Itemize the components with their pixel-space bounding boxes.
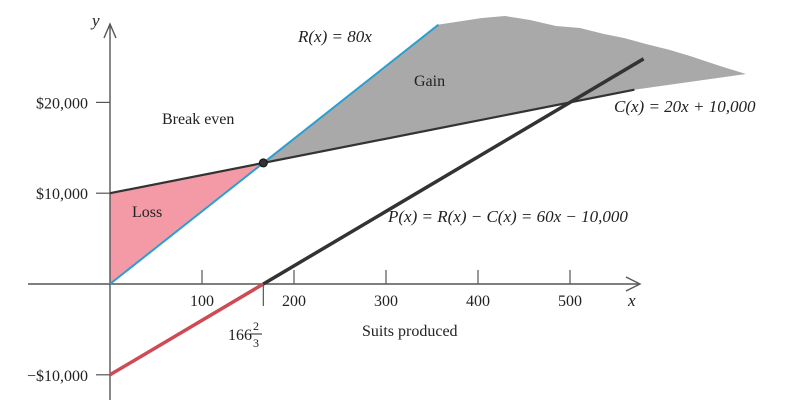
break-even-x-denominator: 3 — [253, 336, 259, 350]
revenue-line — [109, 23, 440, 285]
y-tick-label: −$10,000 — [27, 368, 88, 385]
break-even-x-whole: 166 — [228, 327, 252, 344]
y-tick-label: $10,000 — [36, 186, 88, 203]
x-tick-label: 100 — [190, 293, 214, 310]
x-tick-label: 200 — [282, 293, 306, 310]
y-axis-label: y — [90, 11, 100, 30]
y-ticks: $20,000 $10,000 −$10,000 — [27, 95, 110, 385]
x-tick-label: 500 — [558, 293, 582, 310]
gain-region-label: Gain — [414, 73, 445, 90]
gain-region — [263, 16, 746, 163]
x-axis-caption: Suits produced — [362, 323, 458, 340]
loss-region-label: Loss — [132, 204, 162, 221]
x-axis-arrow — [625, 276, 642, 292]
profit-line-positive — [262, 57, 645, 286]
revenue-series-label: R(x) = 80x — [297, 27, 372, 46]
x-axis-label: x — [627, 291, 636, 310]
cost-line — [109, 88, 635, 195]
x-tick-label: 400 — [466, 293, 490, 310]
profit-series-label: P(x) = R(x) − C(x) = 60x − 10,000 — [387, 207, 628, 226]
y-axis-arrow — [103, 22, 117, 39]
profit-line-negative — [109, 282, 265, 377]
break-even-label: Break even — [162, 111, 234, 128]
y-tick-label: $20,000 — [36, 95, 88, 112]
break-even-point — [258, 158, 268, 168]
x-tick-label: 300 — [374, 293, 398, 310]
break-even-x-label: 166 2 3 — [228, 319, 262, 350]
x-ticks: 100 200 300 400 500 — [190, 270, 582, 310]
cost-series-label: C(x) = 20x + 10,000 — [614, 97, 756, 116]
break-even-x-numerator: 2 — [253, 319, 259, 333]
